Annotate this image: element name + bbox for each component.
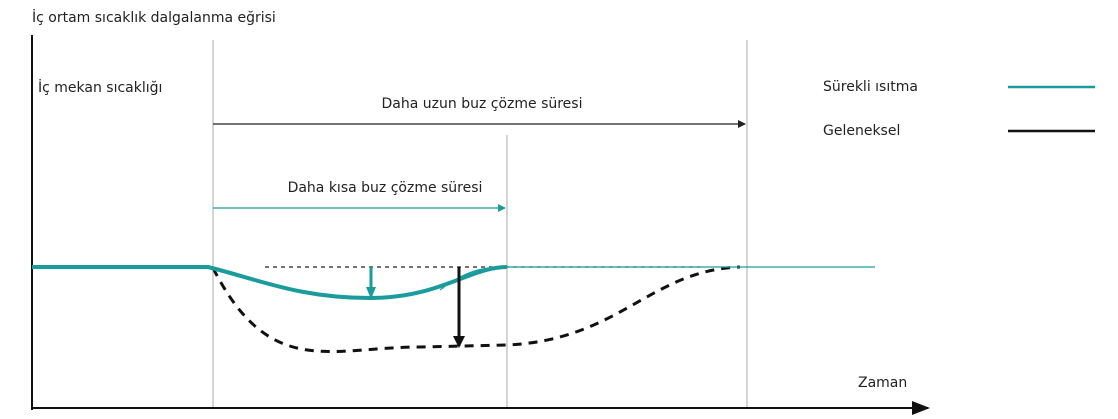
y-axis-label: İç mekan sıcaklığı xyxy=(38,78,162,96)
title: İç ortam sıcaklık dalgalanma eğrisi xyxy=(32,8,276,26)
conventional-curve xyxy=(211,265,741,354)
continuous-curve xyxy=(32,265,508,301)
legend-label: Sürekli ısıtma xyxy=(823,79,918,95)
guides xyxy=(212,40,748,408)
legend-label: Geleneksel xyxy=(823,123,900,139)
annotation-shorter: Daha kısa buz çözme süresi xyxy=(288,180,483,196)
annotation-longer: Daha uzun buz çözme süresi xyxy=(382,96,583,112)
x-axis-label: Zaman xyxy=(858,375,907,391)
drop-arrow-head xyxy=(453,336,465,348)
continuous-curve-tail xyxy=(439,266,875,291)
